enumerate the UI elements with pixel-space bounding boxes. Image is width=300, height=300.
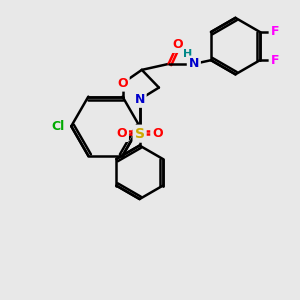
Text: Cl: Cl (51, 120, 64, 133)
Text: O: O (116, 127, 127, 140)
Text: F: F (271, 26, 279, 38)
Text: N: N (134, 93, 145, 106)
Text: O: O (172, 38, 183, 51)
Text: O: O (117, 77, 128, 90)
Text: N: N (189, 57, 199, 70)
Text: H: H (183, 49, 193, 58)
Text: F: F (271, 54, 279, 67)
Text: S: S (135, 127, 145, 141)
Text: O: O (152, 127, 163, 140)
